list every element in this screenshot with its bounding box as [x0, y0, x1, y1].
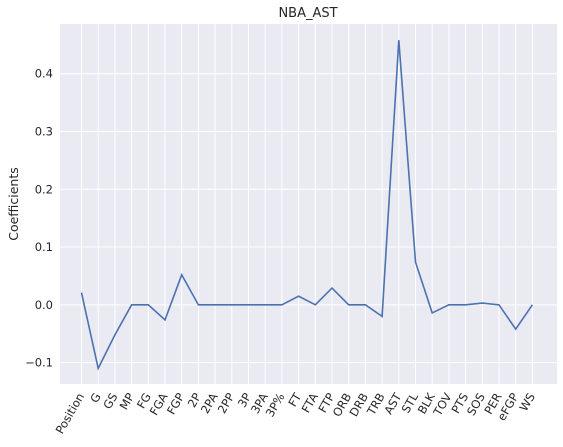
x-tick-label: MP: [117, 390, 138, 412]
x-tick-label: Position: [53, 391, 88, 437]
x-tick-label: 3P%: [263, 390, 288, 419]
y-tick-label: 0.0: [35, 298, 53, 312]
y-tick-label: 0.4: [35, 67, 53, 81]
x-tick-label: FGP: [164, 390, 187, 417]
y-tick-label: 0.3: [35, 124, 53, 138]
plot-area: [60, 24, 557, 384]
x-tick-label: FG: [134, 391, 154, 411]
x-tick-label: 2P: [185, 390, 204, 409]
chart-title: NBA_AST: [278, 6, 337, 21]
y-axis-label: Coefficients: [6, 167, 21, 241]
series-line: [80, 40, 534, 371]
x-gridlines: [81, 24, 533, 384]
x-tick-labels: Position GGSMPFGFGAFGP2P2PA2PP3P3PA3P%FTF…: [53, 390, 538, 437]
x-tick-label: WS: [517, 391, 538, 414]
y-tick-label: 0.2: [35, 182, 53, 196]
x-tick-label: GS: [100, 391, 120, 412]
x-tick-label: 3P: [235, 390, 254, 409]
y-tick-label: 0.1: [35, 240, 53, 254]
y-tick-label: −0.1: [25, 356, 53, 370]
y-tick-labels: −0.1 0.0 0.1 0.2 0.3 0.4: [25, 67, 53, 370]
